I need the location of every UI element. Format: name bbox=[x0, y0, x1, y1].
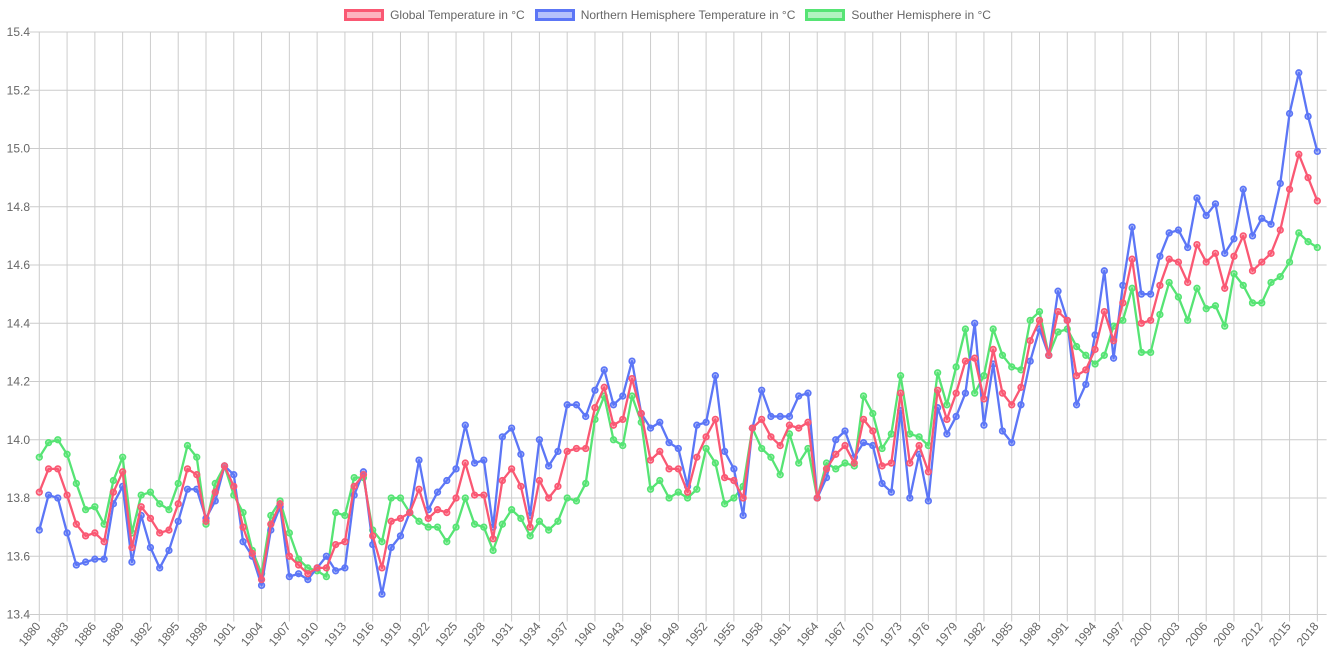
svg-text:14.2: 14.2 bbox=[7, 375, 31, 389]
svg-text:1994: 1994 bbox=[1071, 619, 1099, 649]
svg-text:14.8: 14.8 bbox=[7, 200, 31, 214]
svg-text:14.0: 14.0 bbox=[7, 433, 31, 447]
svg-text:2006: 2006 bbox=[1183, 619, 1211, 649]
svg-text:1976: 1976 bbox=[905, 619, 933, 649]
svg-text:13.4: 13.4 bbox=[7, 608, 31, 622]
svg-text:2000: 2000 bbox=[1127, 619, 1155, 649]
svg-text:14.6: 14.6 bbox=[7, 258, 31, 272]
svg-text:1940: 1940 bbox=[571, 619, 599, 649]
svg-text:1928: 1928 bbox=[460, 619, 488, 649]
svg-text:2015: 2015 bbox=[1266, 619, 1294, 649]
svg-text:1895: 1895 bbox=[155, 619, 183, 649]
svg-text:1889: 1889 bbox=[99, 619, 127, 649]
svg-text:13.8: 13.8 bbox=[7, 491, 31, 505]
svg-text:1892: 1892 bbox=[127, 619, 155, 649]
svg-text:1907: 1907 bbox=[266, 619, 294, 649]
svg-text:1955: 1955 bbox=[710, 619, 738, 649]
svg-text:1997: 1997 bbox=[1099, 619, 1127, 649]
svg-text:2012: 2012 bbox=[1238, 619, 1266, 649]
svg-text:1970: 1970 bbox=[849, 619, 877, 649]
svg-text:1979: 1979 bbox=[933, 619, 961, 649]
svg-text:1961: 1961 bbox=[766, 619, 794, 649]
svg-text:1913: 1913 bbox=[321, 619, 349, 649]
svg-text:1934: 1934 bbox=[516, 619, 544, 649]
svg-text:1958: 1958 bbox=[738, 619, 766, 649]
svg-text:1904: 1904 bbox=[238, 619, 266, 649]
svg-text:1901: 1901 bbox=[210, 619, 238, 649]
svg-text:1880: 1880 bbox=[16, 619, 44, 649]
svg-text:2018: 2018 bbox=[1294, 619, 1322, 649]
svg-text:13.6: 13.6 bbox=[7, 549, 31, 563]
svg-text:1883: 1883 bbox=[43, 619, 71, 649]
svg-text:1982: 1982 bbox=[960, 619, 988, 649]
svg-text:1886: 1886 bbox=[71, 619, 99, 649]
svg-text:1922: 1922 bbox=[405, 619, 433, 649]
svg-text:14.4: 14.4 bbox=[7, 316, 31, 330]
svg-text:1952: 1952 bbox=[683, 619, 711, 649]
svg-text:1967: 1967 bbox=[821, 619, 849, 649]
svg-text:2009: 2009 bbox=[1210, 619, 1238, 649]
svg-text:2003: 2003 bbox=[1155, 619, 1183, 649]
svg-text:1949: 1949 bbox=[655, 619, 683, 649]
svg-text:1925: 1925 bbox=[432, 619, 460, 649]
svg-text:1964: 1964 bbox=[794, 619, 822, 649]
svg-text:1916: 1916 bbox=[349, 619, 377, 649]
svg-text:1985: 1985 bbox=[988, 619, 1016, 649]
svg-text:15.0: 15.0 bbox=[7, 142, 31, 156]
svg-text:1988: 1988 bbox=[1016, 619, 1044, 649]
svg-text:15.4: 15.4 bbox=[7, 25, 31, 39]
svg-text:1937: 1937 bbox=[544, 619, 572, 649]
svg-text:1991: 1991 bbox=[1044, 619, 1072, 649]
svg-text:1973: 1973 bbox=[877, 619, 905, 649]
svg-text:1898: 1898 bbox=[182, 619, 210, 649]
svg-text:1910: 1910 bbox=[294, 619, 322, 649]
svg-text:1943: 1943 bbox=[599, 619, 627, 649]
svg-text:1919: 1919 bbox=[377, 619, 405, 649]
svg-text:15.2: 15.2 bbox=[7, 83, 31, 97]
svg-text:1946: 1946 bbox=[627, 619, 655, 649]
svg-text:1931: 1931 bbox=[488, 619, 516, 649]
